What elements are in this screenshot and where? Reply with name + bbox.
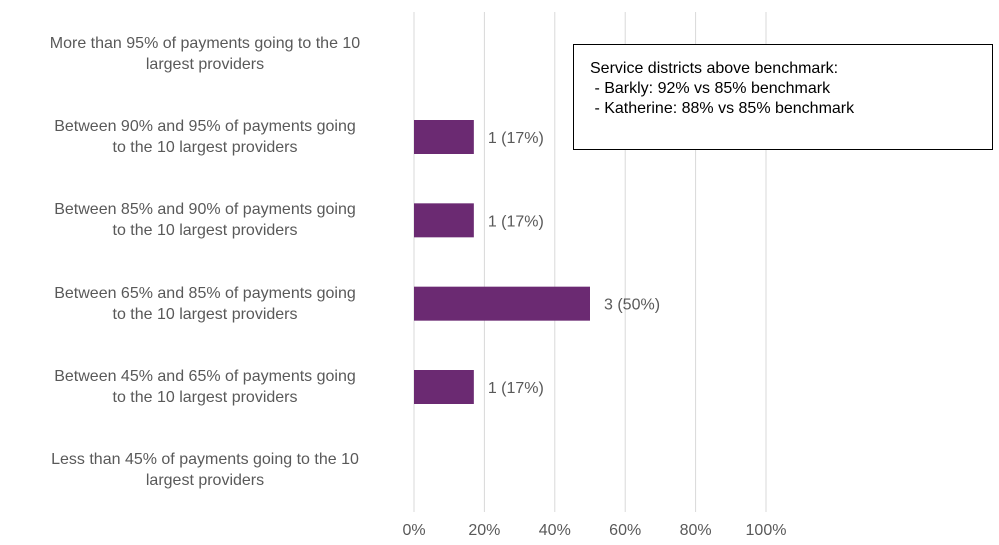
category-label-line: Less than 45% of payments going to the 1… bbox=[51, 451, 359, 469]
category-label-line: largest providers bbox=[145, 472, 265, 490]
data-label: 3 (50%) bbox=[604, 297, 660, 314]
data-label: 1 (17%) bbox=[488, 380, 544, 397]
category-label: Between 65% and 85% of payments going to … bbox=[10, 283, 400, 325]
data-label: 1 (17%) bbox=[488, 130, 544, 147]
x-tick-label: 80% bbox=[680, 522, 712, 539]
x-tick-label: 0% bbox=[402, 522, 425, 539]
bar bbox=[414, 120, 474, 154]
category-label-line: to the 10 largest providers bbox=[112, 139, 298, 156]
category-label-line: to the 10 largest providers bbox=[112, 389, 298, 406]
category-label-line: Between 85% and 90% of payments going bbox=[54, 201, 356, 219]
x-tick-label: 40% bbox=[539, 522, 571, 539]
category-label: Less than 45% of payments going to the 1… bbox=[10, 449, 400, 491]
category-label-line: Between 45% and 65% of payments going bbox=[54, 368, 356, 385]
category-label-line: Between 65% and 85% of payments going bbox=[54, 284, 356, 302]
x-tick-label: 100% bbox=[746, 522, 787, 539]
category-label: Between 45% and 65% of payments going to … bbox=[10, 366, 400, 408]
annotation-line: - Barkly: 92% vs 85% benchmark bbox=[590, 80, 831, 97]
category-label: Between 90% and 95% of payments going to … bbox=[10, 116, 400, 158]
data-labels: 1 (17%) 1 (17%) 3 (50%) 1 (17%) bbox=[488, 130, 660, 397]
category-label-line: largest providers bbox=[145, 55, 265, 73]
category-label-line: to the 10 largest providers bbox=[112, 222, 298, 240]
annotation-line: Service districts above benchmark: bbox=[590, 60, 839, 77]
bars bbox=[414, 120, 590, 404]
bar bbox=[414, 286, 590, 321]
data-label: 1 (17%) bbox=[488, 213, 544, 230]
bar bbox=[414, 203, 474, 238]
x-tick-labels: 0% 20% 40% 60% 80% 100% bbox=[402, 522, 786, 539]
category-label-line: More than 95% of payments going to the 1… bbox=[49, 34, 361, 52]
bar bbox=[414, 370, 474, 404]
category-label-line: to the 10 largest providers bbox=[112, 305, 298, 323]
category-label: Between 85% and 90% of payments going to … bbox=[10, 199, 400, 241]
x-tick-label: 20% bbox=[468, 522, 500, 539]
annotation-line: - Katherine: 88% vs 85% benchmark bbox=[590, 100, 855, 117]
x-tick-label: 60% bbox=[609, 522, 641, 539]
annotation-box: Service districts above benchmark: - Bar… bbox=[573, 44, 993, 150]
category-label: More than 95% of payments going to the 1… bbox=[10, 33, 400, 75]
category-label-line: Between 90% and 95% of payments going bbox=[54, 118, 356, 135]
